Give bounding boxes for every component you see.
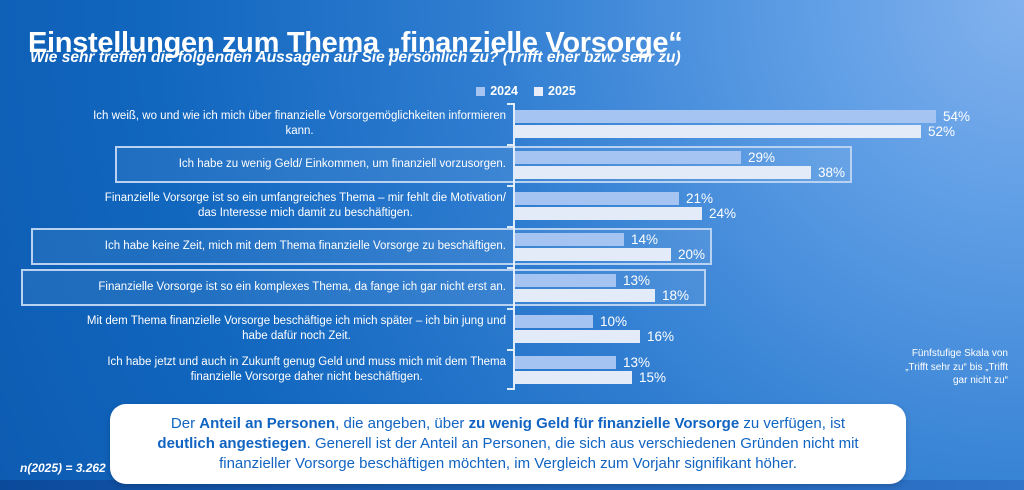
- value-label-2025: 18%: [662, 288, 690, 303]
- axis-tick: [507, 226, 514, 228]
- bar-line-2024: 29%: [515, 150, 776, 165]
- value-label-2025: 24%: [709, 206, 737, 221]
- category-label-text: Ich weiß, wo und wie ich mich über finan…: [93, 109, 506, 137]
- chart-row: Finanzielle Vorsorge ist so ein umfangre…: [0, 185, 1024, 226]
- category-label-text: Finanzielle Vorsorge ist so ein umfangre…: [104, 191, 506, 219]
- page-title: Einstellungen zum Thema „finanzielle Vor…: [28, 27, 683, 60]
- axis-tick: [507, 103, 514, 105]
- insight-box: Der Anteil an Personen, die angeben, übe…: [110, 404, 906, 484]
- bar-2025: [515, 125, 921, 138]
- bar-line-2025: 38%: [515, 165, 846, 180]
- category-label: Mit dem Thema finanzielle Vorsorge besch…: [87, 308, 506, 349]
- chart-row: Ich habe jetzt und auch in Zukunft genug…: [0, 349, 1024, 390]
- bar-line-2025: 18%: [515, 288, 690, 303]
- bar-line-2024: 14%: [515, 232, 659, 247]
- value-label-2025: 15%: [639, 370, 667, 385]
- value-label-2024: 29%: [748, 150, 776, 165]
- insight-segment: , die angeben, über: [335, 415, 469, 433]
- axis-tick: [507, 388, 514, 390]
- scale-note: Fünfstufige Skala von „Trifft sehr zu“ b…: [905, 347, 1008, 388]
- category-label-text: Ich habe jetzt und auch in Zukunft genug…: [107, 355, 506, 383]
- scale-note-line: „Trifft sehr zu“ bis „Trifft: [905, 361, 1008, 373]
- chart-row: Mit dem Thema finanzielle Vorsorge besch…: [0, 308, 1024, 349]
- bar-2024: [515, 192, 679, 205]
- category-label: Finanzielle Vorsorge ist so ein komplexe…: [98, 267, 506, 308]
- bar-2025: [515, 248, 671, 261]
- insight-bold-segment: zu wenig Geld für finanzielle Vorsorge: [468, 415, 740, 433]
- category-label-text: Ich habe keine Zeit, mich mit dem Thema …: [104, 240, 506, 253]
- value-label-2024: 10%: [600, 314, 628, 329]
- axis-tick: [507, 308, 514, 310]
- bar-2025: [515, 330, 640, 343]
- legend-item-2024: 2024: [476, 84, 518, 98]
- axis-line: [513, 103, 515, 390]
- bar-line-2024: 13%: [515, 355, 651, 370]
- bar-chart: Ich weiß, wo und wie ich mich über finan…: [0, 103, 1024, 390]
- axis-tick: [507, 185, 514, 187]
- bar-2025: [515, 207, 702, 220]
- value-label-2024: 14%: [631, 232, 659, 247]
- chart-row: Ich habe keine Zeit, mich mit dem Thema …: [0, 226, 1024, 267]
- legend-item-2025: 2025: [534, 84, 576, 98]
- bar-2024: [515, 315, 593, 328]
- category-label-text: Ich habe zu wenig Geld/ Einkommen, um fi…: [178, 158, 506, 171]
- legend-label-2025: 2025: [548, 84, 576, 98]
- bar-2025: [515, 289, 655, 302]
- bar-2025: [515, 166, 811, 179]
- sample-size-note: n(2025) = 3.262: [20, 461, 106, 475]
- category-label: Ich habe jetzt und auch in Zukunft genug…: [107, 349, 506, 390]
- bar-line-2025: 24%: [515, 206, 737, 221]
- bar-2024: [515, 110, 936, 123]
- value-label-2024: 54%: [943, 109, 971, 124]
- bar-line-2025: 52%: [515, 124, 956, 139]
- bar-line-2024: 13%: [515, 273, 651, 288]
- value-label-2025: 16%: [647, 329, 675, 344]
- value-label-2025: 38%: [818, 165, 846, 180]
- page-subtitle: Wie sehr treffen die folgenden Aussagen …: [30, 49, 681, 66]
- category-label: Ich habe zu wenig Geld/ Einkommen, um fi…: [179, 144, 506, 185]
- value-label-2025: 20%: [678, 247, 706, 262]
- chart-legend: 2024 2025: [0, 84, 1024, 98]
- insight-bold-segment: Anteil an Personen: [199, 415, 336, 433]
- value-label-2025: 52%: [928, 124, 956, 139]
- footer-strip: [0, 480, 1024, 490]
- bar-line-2024: 54%: [515, 109, 971, 124]
- axis-tick: [507, 349, 514, 351]
- bar-line-2025: 16%: [515, 329, 675, 344]
- scale-note-line: Fünfstufige Skala von: [911, 348, 1008, 359]
- bar-2024: [515, 356, 616, 369]
- bar-line-2024: 10%: [515, 314, 628, 329]
- bar-line-2025: 15%: [515, 370, 667, 385]
- value-label-2024: 13%: [623, 273, 651, 288]
- scale-note-line: gar nicht zu“: [952, 375, 1008, 386]
- category-label: Finanzielle Vorsorge ist so ein umfangre…: [105, 185, 506, 226]
- insight-segment: . Generell ist der Anteil an Personen, d…: [219, 435, 859, 472]
- category-label-text: Mit dem Thema finanzielle Vorsorge besch…: [86, 314, 506, 342]
- chart-row: Ich weiß, wo und wie ich mich über finan…: [0, 103, 1024, 144]
- bar-2024: [515, 233, 624, 246]
- bar-2024: [515, 274, 616, 287]
- insight-segment: Der: [170, 415, 200, 433]
- category-label: Ich habe keine Zeit, mich mit dem Thema …: [105, 226, 506, 267]
- chart-row: Ich habe zu wenig Geld/ Einkommen, um fi…: [0, 144, 1024, 185]
- bar-2025: [515, 371, 632, 384]
- axis-tick: [507, 144, 514, 146]
- insight-segment: zu verfügen, ist: [739, 415, 846, 433]
- insight-bold-segment: deutlich angestiegen: [157, 435, 307, 453]
- value-label-2024: 13%: [623, 355, 651, 370]
- legend-swatch-2024-icon: [476, 86, 486, 96]
- insight-text: Der Anteil an Personen, die angeben, übe…: [144, 414, 872, 474]
- category-label: Ich weiß, wo und wie ich mich über finan…: [93, 103, 506, 144]
- bar-line-2025: 20%: [515, 247, 706, 262]
- axis-tick: [507, 267, 514, 269]
- legend-label-2024: 2024: [490, 84, 518, 98]
- value-label-2024: 21%: [686, 191, 714, 206]
- category-label-text: Finanzielle Vorsorge ist so ein komplexe…: [98, 281, 506, 294]
- bar-line-2024: 21%: [515, 191, 714, 206]
- legend-swatch-2025-icon: [534, 86, 543, 96]
- chart-row: Finanzielle Vorsorge ist so ein komplexe…: [0, 267, 1024, 308]
- bar-2024: [515, 151, 741, 164]
